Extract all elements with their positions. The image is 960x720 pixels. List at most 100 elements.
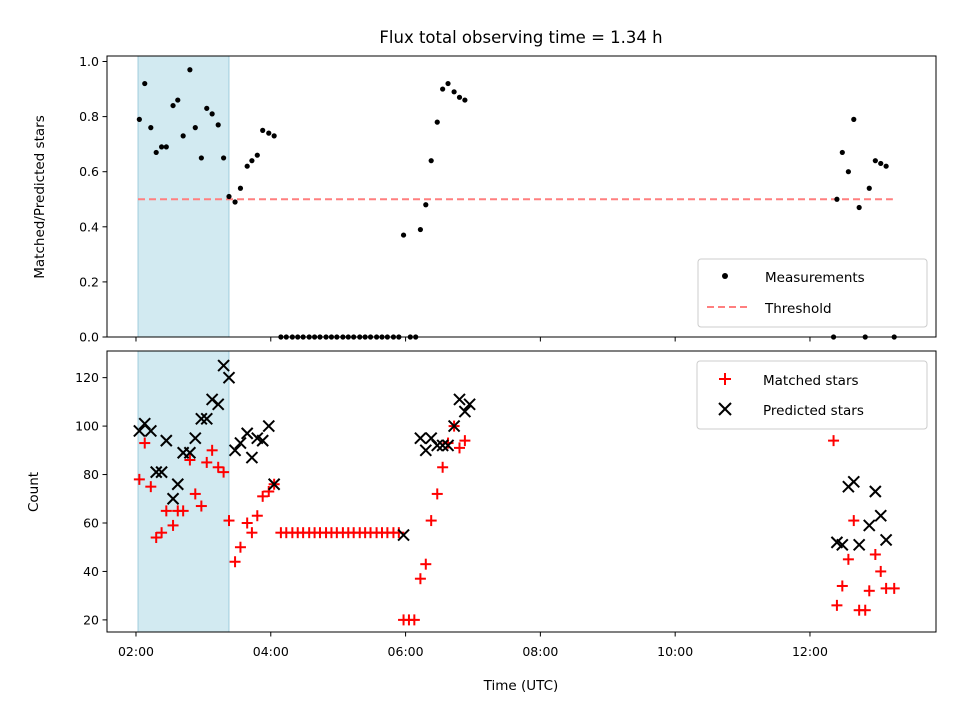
measurement-point — [445, 80, 451, 87]
measurement-point — [839, 149, 845, 156]
predicted-star-point — [874, 509, 887, 522]
measurement-point — [866, 185, 872, 191]
predicted-star-point — [458, 405, 472, 418]
bottom-y-tick-label: 20 — [83, 612, 99, 627]
predicted-star-point — [847, 475, 860, 489]
x-tick-label: 04:00 — [253, 644, 289, 659]
predicted-star-point — [149, 465, 163, 479]
measurement-point — [136, 116, 142, 122]
measurement-point — [220, 155, 227, 161]
bottom-y-axis-label: Count — [26, 472, 42, 512]
matched-star-point — [206, 444, 218, 456]
measurement-point — [845, 169, 851, 175]
bottom-legend-box — [696, 360, 928, 430]
matched-star-point — [212, 461, 224, 473]
measurement-point — [434, 119, 440, 125]
predicted-star-point — [133, 424, 146, 438]
matched-star-point — [459, 435, 471, 447]
bottom-y-tick-label: 80 — [83, 467, 99, 482]
measurement-point — [237, 185, 244, 191]
measurement-point — [462, 97, 468, 103]
measurement-point — [158, 144, 165, 150]
matched-star-point — [863, 585, 875, 597]
measurement-point — [187, 67, 193, 73]
predicted-star-point — [267, 478, 281, 491]
matched-star-point — [414, 573, 426, 585]
top-y-tick-label: 0.4 — [79, 219, 99, 234]
matched-star-point — [184, 454, 196, 466]
chart-title: Flux total observing time = 1.34 h — [379, 28, 662, 47]
top-y-tick-label: 0.8 — [79, 109, 99, 124]
matched-star-point — [189, 488, 201, 500]
matched-star-point — [828, 435, 840, 447]
predicted-star-point — [245, 451, 259, 464]
predicted-star-point — [171, 478, 184, 491]
measurement-point — [456, 94, 463, 100]
predicted-star-point — [463, 398, 476, 411]
predicted-star-point — [436, 439, 449, 452]
measurement-point — [198, 155, 204, 161]
legend-marker-matched — [719, 373, 731, 385]
matched-star-point — [241, 517, 253, 529]
top-shaded-interval — [137, 55, 230, 338]
measurement-point — [440, 86, 446, 92]
predicted-star-point — [234, 436, 247, 450]
bottom-y-tick-label: 60 — [83, 515, 99, 530]
matched-star-point — [836, 580, 848, 592]
matched-star-point — [869, 548, 881, 560]
legend-label-measurements: Measurements — [765, 270, 865, 286]
legend-marker-predicted — [718, 402, 732, 416]
predicted-star-point — [262, 419, 275, 433]
measurement-point — [209, 111, 215, 117]
predicted-star-point — [863, 519, 876, 532]
matched-star-point — [257, 490, 269, 502]
matched-star-point — [160, 505, 172, 517]
measurement-point — [417, 226, 424, 233]
measurement-point — [856, 204, 862, 211]
measurement-point — [834, 196, 840, 202]
matched-star-point — [888, 582, 900, 594]
measurement-point — [232, 199, 238, 205]
x-tick-label: 10:00 — [657, 644, 693, 659]
measurement-point — [878, 160, 884, 167]
measurement-point — [249, 158, 255, 164]
matched-star-point — [408, 614, 420, 626]
predicted-star-point — [160, 434, 173, 447]
matched-star-point — [218, 466, 230, 478]
top-y-tick-label: 0.0 — [79, 330, 99, 345]
matched-star-point — [831, 599, 843, 611]
measurement-point — [192, 125, 198, 131]
measurement-point — [423, 202, 429, 208]
matched-star-point — [246, 527, 258, 539]
predicted-star-point — [183, 446, 197, 459]
predicted-star-point — [195, 412, 208, 426]
predicted-star-point — [240, 427, 254, 440]
measurement-point — [153, 149, 159, 156]
matched-star-point — [859, 604, 871, 616]
measurement-point — [271, 133, 277, 139]
matched-star-point — [145, 481, 157, 493]
predicted-star-point — [447, 419, 461, 433]
legend-label-matched: Matched stars — [763, 373, 859, 389]
top-y-tick-label: 0.2 — [79, 274, 99, 289]
matched-star-point — [195, 500, 207, 512]
predicted-star-point — [869, 485, 882, 498]
matched-star-point — [133, 473, 145, 485]
matched-star-point — [223, 515, 235, 527]
predicted-star-point — [166, 492, 180, 505]
bottom-y-tick-label: 120 — [75, 370, 99, 385]
matched-star-point — [875, 565, 887, 577]
measurement-point — [400, 232, 407, 238]
matched-star-point — [453, 442, 465, 454]
measurement-point — [883, 163, 889, 169]
legend-label-predicted: Predicted stars — [763, 403, 864, 419]
top-axes-frame — [106, 55, 937, 338]
predicted-star-point — [212, 398, 225, 411]
x-tick-label: 08:00 — [522, 644, 558, 659]
matched-star-point — [437, 461, 449, 473]
measurement-point — [451, 89, 457, 95]
measurement-point — [142, 80, 148, 87]
legend-label-threshold: Threshold — [764, 301, 832, 317]
measurement-point — [148, 125, 154, 131]
top-legend-box — [697, 258, 928, 328]
